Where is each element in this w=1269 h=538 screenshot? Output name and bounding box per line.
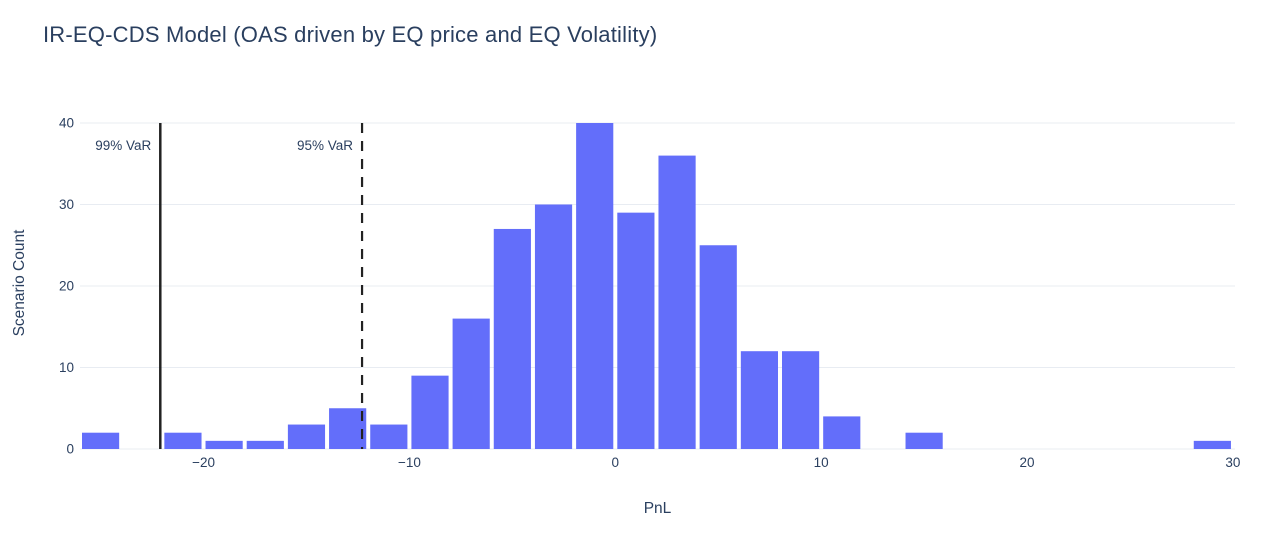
y-tick-label: 10 bbox=[59, 360, 74, 375]
histogram-bar bbox=[699, 245, 737, 449]
histogram-bar bbox=[782, 351, 820, 449]
x-tick-label: −20 bbox=[192, 455, 215, 470]
histogram-bar bbox=[164, 432, 202, 449]
histogram-bar bbox=[740, 351, 778, 449]
histogram-bar bbox=[329, 408, 367, 449]
histogram-bar bbox=[617, 212, 655, 449]
x-tick-label: 30 bbox=[1225, 455, 1240, 470]
x-axis-title: PnL bbox=[643, 500, 672, 517]
y-axis-title: Scenario Count bbox=[11, 229, 28, 337]
histogram-bar bbox=[246, 440, 284, 449]
x-tick-label: 20 bbox=[1020, 455, 1035, 470]
histogram-bar bbox=[287, 424, 326, 449]
histogram-bar bbox=[370, 424, 408, 449]
histogram-bar bbox=[411, 375, 449, 449]
histogram-bar bbox=[823, 416, 861, 449]
chart-title: IR-EQ-CDS Model (OAS driven by EQ price … bbox=[43, 22, 658, 47]
histogram-bar bbox=[658, 155, 696, 449]
histogram-bar bbox=[82, 432, 120, 449]
histogram-bar bbox=[452, 318, 490, 449]
vline-label-1: 95% VaR bbox=[297, 138, 353, 153]
y-tick-label: 30 bbox=[59, 197, 74, 212]
vline-label-0: 99% VaR bbox=[95, 138, 151, 153]
y-tick-label: 0 bbox=[66, 442, 74, 457]
x-tick-label: 10 bbox=[814, 455, 829, 470]
histogram-bar bbox=[493, 228, 531, 449]
x-tick-label: −10 bbox=[398, 455, 421, 470]
x-tick-label: 0 bbox=[612, 455, 620, 470]
histogram-bar bbox=[205, 440, 243, 449]
histogram-bar bbox=[1193, 440, 1231, 449]
y-tick-label: 40 bbox=[59, 116, 74, 131]
histogram-bar bbox=[576, 123, 614, 449]
histogram-bar bbox=[534, 204, 573, 449]
y-tick-label: 20 bbox=[59, 279, 74, 294]
histogram-bar bbox=[905, 432, 943, 449]
